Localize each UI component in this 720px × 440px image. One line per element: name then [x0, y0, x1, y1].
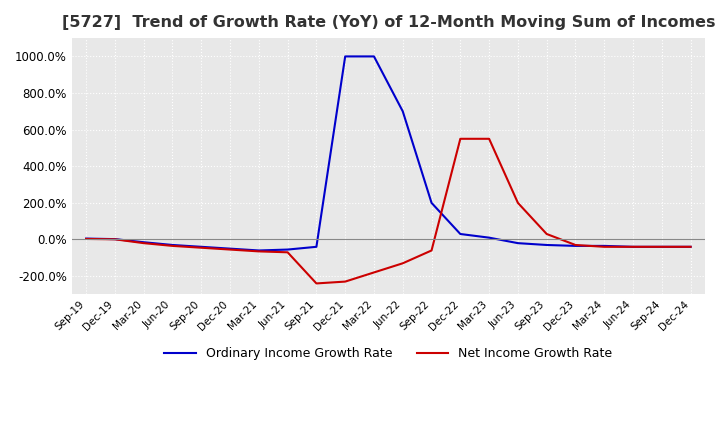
Net Income Growth Rate: [686, 244, 695, 249]
Net Income Growth Rate: [427, 248, 436, 253]
Ordinary Income Growth Rate: [657, 244, 666, 249]
Net Income Growth Rate: [168, 243, 177, 249]
Net Income Growth Rate: [111, 237, 120, 242]
Net Income Growth Rate: [254, 249, 263, 254]
Line: Ordinary Income Growth Rate: Ordinary Income Growth Rate: [86, 56, 690, 250]
Net Income Growth Rate: [197, 245, 206, 250]
Ordinary Income Growth Rate: [82, 236, 91, 241]
Ordinary Income Growth Rate: [226, 246, 235, 251]
Ordinary Income Growth Rate: [485, 235, 493, 240]
Net Income Growth Rate: [513, 200, 522, 205]
Ordinary Income Growth Rate: [513, 241, 522, 246]
Net Income Growth Rate: [542, 231, 551, 237]
Ordinary Income Growth Rate: [571, 243, 580, 249]
Net Income Growth Rate: [398, 260, 407, 266]
Line: Net Income Growth Rate: Net Income Growth Rate: [86, 139, 690, 283]
Ordinary Income Growth Rate: [600, 243, 608, 249]
Ordinary Income Growth Rate: [168, 242, 177, 248]
Net Income Growth Rate: [369, 270, 378, 275]
Ordinary Income Growth Rate: [312, 244, 320, 249]
Ordinary Income Growth Rate: [197, 244, 206, 249]
Ordinary Income Growth Rate: [111, 236, 120, 242]
Ordinary Income Growth Rate: [283, 247, 292, 252]
Net Income Growth Rate: [600, 244, 608, 249]
Ordinary Income Growth Rate: [398, 109, 407, 114]
Ordinary Income Growth Rate: [686, 244, 695, 249]
Legend: Ordinary Income Growth Rate, Net Income Growth Rate: Ordinary Income Growth Rate, Net Income …: [159, 342, 618, 365]
Ordinary Income Growth Rate: [456, 231, 464, 237]
Net Income Growth Rate: [456, 136, 464, 141]
Net Income Growth Rate: [485, 136, 493, 141]
Net Income Growth Rate: [571, 242, 580, 248]
Net Income Growth Rate: [312, 281, 320, 286]
Net Income Growth Rate: [82, 236, 91, 242]
Ordinary Income Growth Rate: [140, 240, 148, 245]
Ordinary Income Growth Rate: [369, 54, 378, 59]
Net Income Growth Rate: [226, 247, 235, 252]
Ordinary Income Growth Rate: [629, 244, 637, 249]
Title: [5727]  Trend of Growth Rate (YoY) of 12-Month Moving Sum of Incomes: [5727] Trend of Growth Rate (YoY) of 12-…: [62, 15, 715, 30]
Net Income Growth Rate: [657, 244, 666, 249]
Ordinary Income Growth Rate: [427, 200, 436, 205]
Ordinary Income Growth Rate: [254, 248, 263, 253]
Ordinary Income Growth Rate: [542, 242, 551, 248]
Net Income Growth Rate: [283, 249, 292, 255]
Net Income Growth Rate: [629, 244, 637, 249]
Ordinary Income Growth Rate: [341, 54, 349, 59]
Net Income Growth Rate: [140, 241, 148, 246]
Net Income Growth Rate: [341, 279, 349, 284]
